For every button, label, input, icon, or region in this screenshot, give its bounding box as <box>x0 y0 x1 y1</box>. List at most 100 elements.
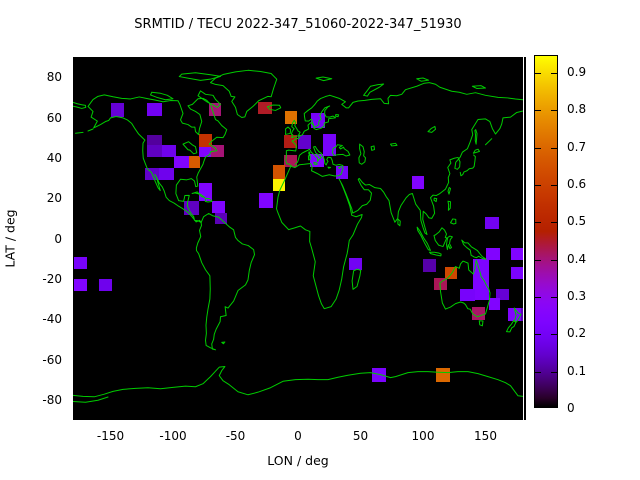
heatmap-cell <box>310 113 325 128</box>
coastline-path <box>328 167 331 168</box>
coastline-path <box>88 95 227 223</box>
x-tick-label: 100 <box>411 429 435 443</box>
coastline-path <box>430 252 442 256</box>
colorbar-tick-mark <box>551 371 557 373</box>
world-coastlines <box>73 70 523 402</box>
coastline-path <box>277 111 524 309</box>
coastline-path <box>417 227 430 250</box>
heatmap-cell <box>471 306 485 321</box>
coastline-path <box>267 105 280 110</box>
coastline-path <box>286 95 336 165</box>
chart-title: SRMTID / TECU 2022-347_51060-2022-347_51… <box>134 17 462 32</box>
coastline-path <box>211 70 277 117</box>
colorbar-tick-mark <box>551 259 557 261</box>
heatmap-cell <box>147 135 162 146</box>
colorbar-tick-mark <box>535 72 541 74</box>
coastline-path <box>448 201 451 210</box>
heatmap-cell <box>485 248 500 261</box>
colorbar-tick-mark <box>551 110 557 112</box>
coastline-path <box>475 130 477 145</box>
colorbar-tick-mark <box>535 222 541 224</box>
heatmap-cell <box>198 146 213 157</box>
coastline-path <box>440 260 490 316</box>
coastline-path <box>179 73 220 81</box>
world-coastlines-svg <box>73 57 523 420</box>
x-tick-label: -100 <box>159 429 187 443</box>
heatmap-cell <box>110 103 125 118</box>
coastline-path <box>198 91 221 108</box>
x-tick-label: -50 <box>225 429 246 443</box>
colorbar-tick-label: 0.7 <box>567 139 587 154</box>
heatmap-cell <box>520 308 523 321</box>
coastline-path <box>183 142 197 154</box>
heatmap-cell <box>147 103 162 117</box>
y-tick-label: -40 <box>42 312 62 327</box>
colorbar-tick-mark <box>535 407 541 408</box>
heatmap-cell <box>258 102 273 115</box>
heatmap-cell <box>459 288 475 301</box>
coastline-path <box>434 228 447 247</box>
heatmap-cell <box>174 155 189 168</box>
x-tick-label: 0 <box>294 429 302 443</box>
y-axis-label: LAT / deg <box>2 209 18 268</box>
coastline-path <box>151 92 174 99</box>
colorbar <box>534 55 558 408</box>
y-tick-label: -60 <box>42 352 62 367</box>
coastline-path <box>73 102 86 108</box>
heatmap-cell <box>211 201 225 214</box>
heatmap-cell <box>161 144 176 157</box>
colorbar-tick-mark <box>551 184 557 186</box>
colorbar-tick-mark <box>551 334 557 336</box>
plot-right-border <box>524 57 526 420</box>
heatmap-cell <box>423 259 437 272</box>
heatmap-cell <box>284 134 298 148</box>
heatmap-cell <box>510 267 523 280</box>
y-tick-label: -80 <box>42 392 62 407</box>
coastline-path <box>507 320 516 331</box>
coastline-path <box>196 213 254 349</box>
colorbar-tick-mark <box>535 259 541 261</box>
y-tick-label: 80 <box>46 70 62 85</box>
x-axis-label: LON / deg <box>267 453 329 468</box>
coastline-path <box>448 187 451 194</box>
coastline-path <box>205 198 212 202</box>
coastline-path <box>479 321 483 326</box>
coastline-path <box>398 219 400 226</box>
colorbar-tick-label: 0.9 <box>567 64 587 79</box>
colorbar-tick-mark <box>551 407 557 408</box>
heatmap-cell <box>496 288 510 300</box>
coastline-path <box>472 86 485 89</box>
coastline-path <box>73 367 523 397</box>
coastline-path <box>352 269 361 289</box>
colorbar-tick-mark <box>535 371 541 373</box>
colorbar-tick-mark <box>551 72 557 74</box>
coastline-path <box>514 308 521 322</box>
colorbar-tick-label: 0.5 <box>567 214 587 229</box>
coastline-path <box>417 78 429 81</box>
colorbar-tick-label: 0.6 <box>567 176 587 191</box>
coastline-path <box>473 149 479 153</box>
heatmap-cell <box>99 278 113 291</box>
colorbar-tick-label: 0.1 <box>567 363 587 378</box>
coastline-path <box>330 83 523 108</box>
coastline-path <box>371 146 374 150</box>
colorbar-tick-mark <box>535 334 541 336</box>
heatmap-cell <box>147 145 162 157</box>
coastline-path <box>314 162 317 164</box>
colorbar-tick-mark <box>535 296 541 298</box>
colorbar-tick-label: 0.4 <box>567 251 587 266</box>
coastline-path <box>308 155 310 159</box>
heatmap-cell <box>434 278 447 291</box>
heatmap-cell <box>411 175 424 190</box>
x-tick-label: 50 <box>352 429 369 443</box>
coastline-path <box>76 132 84 133</box>
coastline-path <box>332 145 350 156</box>
heatmap-cell <box>510 248 523 261</box>
colorbar-tick-mark <box>535 147 541 149</box>
y-tick-label: 0 <box>54 231 62 246</box>
coastline-path <box>486 139 492 145</box>
heatmap-cell <box>158 167 175 180</box>
coastline-path <box>336 114 339 116</box>
heatmap-cell <box>484 216 499 229</box>
